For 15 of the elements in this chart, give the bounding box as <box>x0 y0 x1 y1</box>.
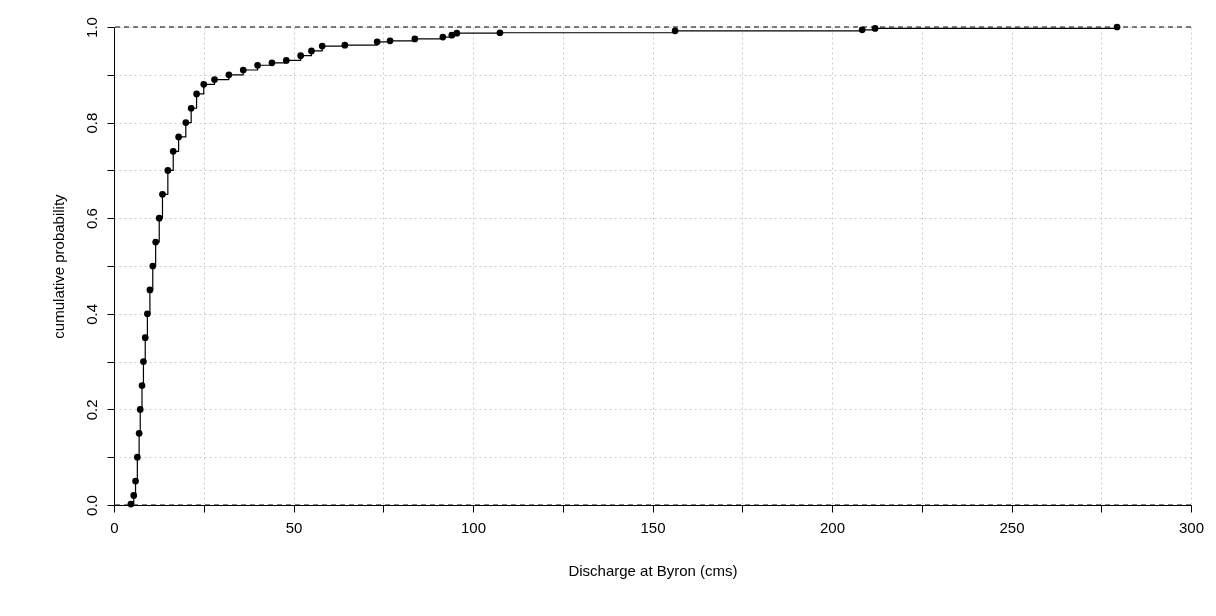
y-tick-label: 0.2 <box>82 399 100 421</box>
x-tick-label: 200 <box>819 518 846 536</box>
y-tick-label: 1.0 <box>82 17 100 38</box>
y-axis-title: cumulative probability <box>49 193 67 339</box>
y-tick-label: 0.4 <box>82 303 100 325</box>
x-tick-label: 0 <box>110 518 119 536</box>
x-tick-label: 100 <box>460 518 487 536</box>
x-tick-label: 300 <box>1178 518 1205 536</box>
y-tick-label: 0.8 <box>82 112 100 134</box>
x-axis-title: Discharge at Byron (cms) <box>568 561 738 579</box>
y-tick-label: 0.6 <box>82 208 100 230</box>
x-tick-label: 150 <box>640 518 666 536</box>
x-tick-label: 50 <box>285 518 303 536</box>
y-tick-label: 0.0 <box>82 495 100 516</box>
x-tick-label: 250 <box>999 518 1025 536</box>
